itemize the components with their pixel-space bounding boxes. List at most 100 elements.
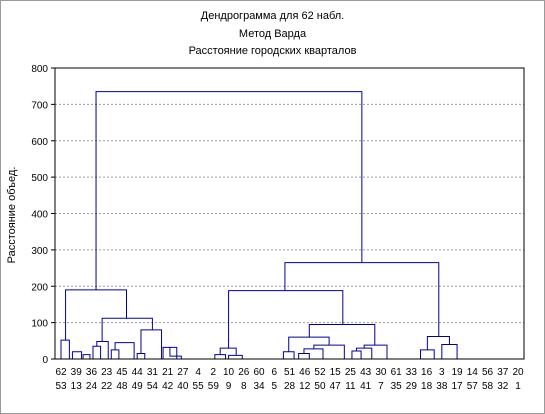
dendrogram-link-27 <box>441 343 458 359</box>
dendrogram-link-24 <box>308 323 376 346</box>
leaf-label-top-4: 4 <box>195 367 201 378</box>
leaf-labels: 62 39 36 23 45 44 31 21 27 4 2 10 26 60 6 51 46 52 15 25 43 3… <box>55 367 524 392</box>
dendrogram-link-0 <box>60 339 70 359</box>
leaf-label-bottom-8: 8 <box>241 381 247 392</box>
leaf-label-top-60: 60 <box>253 367 265 378</box>
leaf-label-top-37: 37 <box>497 367 509 378</box>
leaf-label-bottom-9: 9 <box>226 381 232 392</box>
leaf-label-top-16: 16 <box>421 367 433 378</box>
y-tick-label-600: 600 <box>31 137 48 148</box>
leaf-label-top-2: 2 <box>211 367 217 378</box>
dendrogram-link-26 <box>420 349 435 359</box>
dendrogram-link-8 <box>140 329 163 359</box>
leaf-label-top-44: 44 <box>132 367 144 378</box>
dendrogram-link-13 <box>214 354 227 359</box>
dendrogram-link-14 <box>228 354 243 359</box>
dendrogram-link-30 <box>95 91 363 290</box>
dendrogram-link-17 <box>298 353 310 359</box>
chart-title: Дендрограмма для 62 набл. <box>200 10 345 22</box>
leaf-label-bottom-7: 7 <box>378 381 384 392</box>
leaf-label-top-30: 30 <box>375 367 387 378</box>
dendrogram-link-2 <box>82 354 91 359</box>
y-tick-label-400: 400 <box>31 210 48 221</box>
leaf-label-bottom-1: 1 <box>515 381 521 392</box>
leaf-label-bottom-57: 57 <box>467 381 479 392</box>
leaf-label-top-26: 26 <box>238 367 250 378</box>
leaf-label-bottom-11: 11 <box>345 381 356 392</box>
dendrogram-link-5 <box>110 349 120 359</box>
dendrogram-link-7 <box>136 353 146 359</box>
leaf-label-bottom-24: 24 <box>86 381 98 392</box>
leaf-label-bottom-32: 32 <box>497 381 509 392</box>
leaf-label-bottom-40: 40 <box>177 381 189 392</box>
leaf-label-bottom-58: 58 <box>482 381 494 392</box>
leaf-label-bottom-47: 47 <box>330 381 342 392</box>
leaf-label-top-15: 15 <box>330 367 342 378</box>
dendrogram-link-10 <box>169 347 182 359</box>
dendrogram-link-16 <box>282 351 295 359</box>
leaf-label-top-3: 3 <box>439 367 445 378</box>
leaf-label-top-46: 46 <box>299 367 311 378</box>
leaf-label-bottom-35: 35 <box>391 381 403 392</box>
leaf-label-bottom-48: 48 <box>116 381 128 392</box>
leaf-label-bottom-53: 53 <box>55 381 67 392</box>
y-axis-ticks: 0 100 200 300 400 500 600 700 800 <box>31 64 55 366</box>
dendrogram-link-3 <box>92 345 102 359</box>
leaf-label-bottom-17: 17 <box>452 381 464 392</box>
leaf-label-top-61: 61 <box>391 367 403 378</box>
y-tick-label-300: 300 <box>31 246 48 257</box>
dendrogram-link-12 <box>65 289 128 341</box>
dendrogram-link-11 <box>101 317 153 342</box>
leaf-label-top-6: 6 <box>271 367 277 378</box>
leaf-label-top-10: 10 <box>223 367 235 378</box>
y-tick-label-700: 700 <box>31 100 48 111</box>
leaf-label-bottom-12: 12 <box>299 381 311 392</box>
y-tick-label-200: 200 <box>31 282 48 293</box>
leaf-label-bottom-41: 41 <box>360 381 372 392</box>
leaf-label-top-14: 14 <box>467 367 479 378</box>
dendrogram-link-28 <box>426 335 450 350</box>
leaf-label-top-36: 36 <box>86 367 98 378</box>
leaf-label-top-43: 43 <box>360 367 372 378</box>
leaf-label-bottom-34: 34 <box>253 381 265 392</box>
dendrogram-links <box>60 91 458 359</box>
leaf-label-top-25: 25 <box>345 367 357 378</box>
leaf-label-top-21: 21 <box>162 367 174 378</box>
leaf-label-top-62: 62 <box>55 367 67 378</box>
leaf-label-top-51: 51 <box>284 367 296 378</box>
y-tick-label-0: 0 <box>42 355 48 366</box>
leaf-label-bottom-38: 38 <box>436 381 448 392</box>
leaf-label-top-23: 23 <box>101 367 113 378</box>
leaf-label-bottom-18: 18 <box>421 381 433 392</box>
dendrogram-link-1 <box>71 351 83 359</box>
leaf-label-top-39: 39 <box>71 367 83 378</box>
leaf-label-bottom-13: 13 <box>71 381 83 392</box>
dendrogram-link-22 <box>356 347 373 359</box>
leaf-label-bottom-50: 50 <box>314 381 326 392</box>
leaf-label-top-56: 56 <box>482 367 494 378</box>
chart-subtitle-distance: Расстояние городских кварталов <box>188 45 357 57</box>
dendrogram-link-29 <box>284 262 440 337</box>
leaf-label-top-33: 33 <box>406 367 418 378</box>
leaf-label-bottom-42: 42 <box>162 381 174 392</box>
leaf-label-top-27: 27 <box>177 367 189 378</box>
leaf-label-bottom-54: 54 <box>147 381 159 392</box>
leaf-label-bottom-49: 49 <box>132 381 144 392</box>
y-tick-label-500: 500 <box>31 173 48 184</box>
chart-subtitle-method: Метод Варда <box>238 28 307 40</box>
leaf-label-bottom-29: 29 <box>406 381 418 392</box>
dendrogram-link-23 <box>363 344 388 359</box>
leaf-label-top-52: 52 <box>314 367 326 378</box>
dendrogram-link-19 <box>313 344 345 359</box>
leaf-label-bottom-5: 5 <box>271 381 277 392</box>
y-tick-label-800: 800 <box>31 64 48 75</box>
dendrogram-link-21 <box>351 350 362 359</box>
leaf-label-bottom-55: 55 <box>193 381 205 392</box>
y-tick-label-100: 100 <box>31 319 48 330</box>
leaf-label-bottom-22: 22 <box>101 381 113 392</box>
plot-area-border <box>54 67 525 360</box>
leaf-label-top-19: 19 <box>452 367 464 378</box>
dendrogram-link-6 <box>114 342 135 359</box>
